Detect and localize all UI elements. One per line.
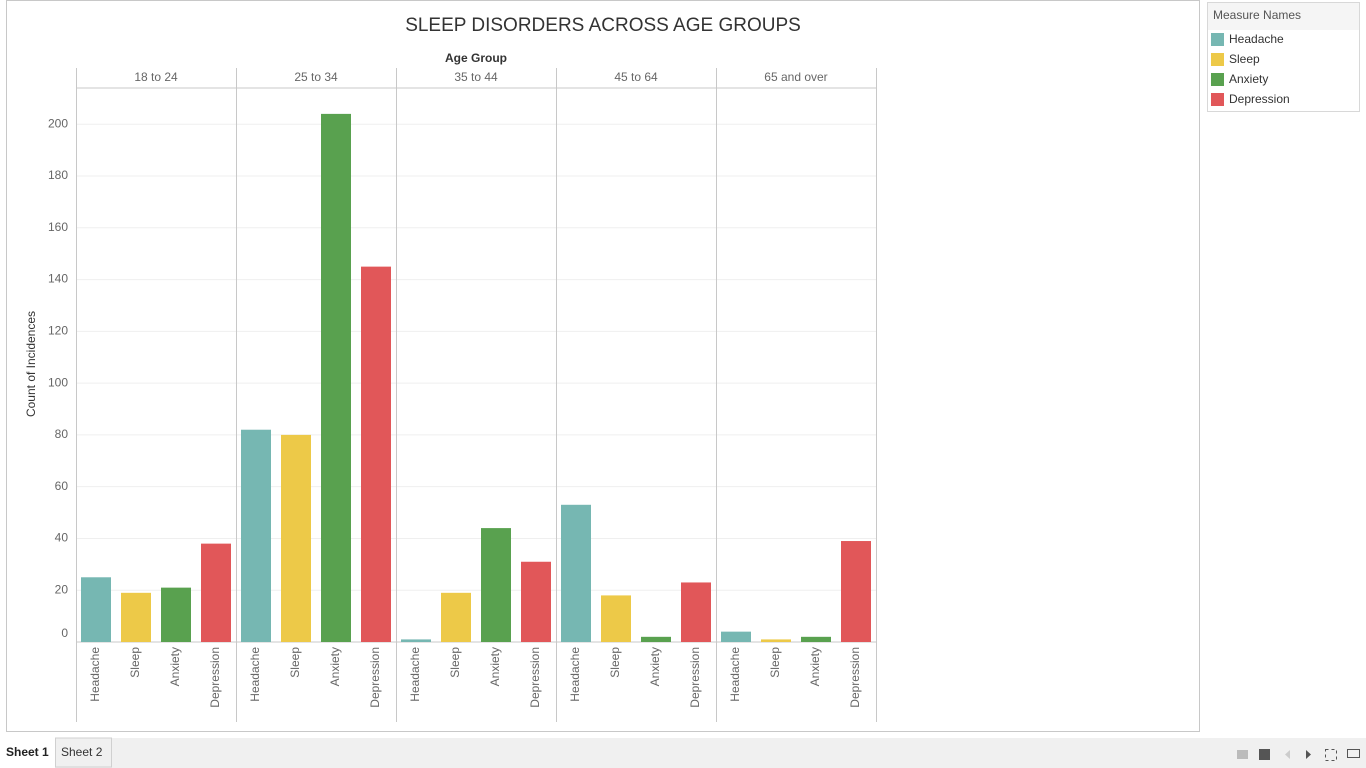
legend-label: Anxiety — [1229, 72, 1268, 86]
x-tick-label: Anxiety — [808, 647, 822, 686]
x-tick-label: Sleep — [128, 647, 142, 678]
tab[interactable] — [55, 737, 112, 768]
x-tick-label: Depression — [208, 647, 222, 708]
legend-swatch — [1211, 33, 1224, 46]
y-axis-title: Count of Incidences — [24, 311, 38, 417]
x-tick-label: Headache — [408, 647, 422, 702]
bar — [721, 631, 751, 642]
tab[interactable] — [0, 738, 55, 768]
icon[interactable] — [1347, 749, 1360, 758]
legend-swatch — [1211, 53, 1224, 66]
y-tick-label: 180 — [48, 168, 68, 182]
y-tick-label: 100 — [48, 375, 68, 389]
legend-label: Depression — [1229, 92, 1290, 106]
x-tick-label: Sleep — [608, 647, 622, 678]
y-tick-label: 140 — [48, 272, 68, 286]
x-tick-label: Sleep — [288, 647, 302, 678]
pane-header: 35 to 44 — [454, 70, 498, 84]
y-tick-label: 60 — [55, 479, 69, 493]
bar — [321, 113, 351, 643]
y-tick-label: 160 — [48, 220, 68, 234]
x-tick-label: Headache — [248, 647, 262, 702]
icon[interactable] — [1306, 750, 1311, 759]
bar — [401, 639, 431, 642]
icon[interactable] — [1285, 750, 1290, 759]
bar — [201, 543, 231, 642]
legend-header — [1208, 3, 1359, 30]
bar — [521, 561, 551, 642]
x-tick-label: Sleep — [768, 647, 782, 678]
icon[interactable] — [1237, 750, 1248, 759]
y-tick-label: 20 — [55, 582, 69, 596]
bar — [601, 595, 631, 642]
x-tick-label: Sleep — [448, 647, 462, 678]
legend-label: Sleep — [1229, 52, 1260, 66]
bar — [641, 636, 671, 642]
bar — [761, 639, 791, 642]
x-tick-label: Depression — [688, 647, 702, 708]
bar — [561, 504, 591, 642]
y-tick-label: 40 — [55, 531, 69, 545]
legend-label: Headache — [1229, 32, 1284, 46]
x-tick-label: Anxiety — [328, 647, 342, 686]
pane-header: 25 to 34 — [294, 70, 338, 84]
y-tick-label: 0 — [61, 626, 68, 640]
x-tick-label: Depression — [848, 647, 862, 708]
legend-swatch — [1211, 93, 1224, 106]
bar — [81, 577, 111, 642]
x-tick-label: Anxiety — [168, 647, 182, 686]
x-tick-label: Headache — [88, 647, 102, 702]
x-tick-label: Depression — [528, 647, 542, 708]
chart-title: SLEEP DISORDERS ACROSS AGE GROUPS — [405, 15, 801, 36]
icon[interactable] — [1325, 749, 1337, 761]
pane-header: 65 and over — [764, 70, 827, 84]
y-tick-label: 120 — [48, 324, 68, 338]
bar — [161, 587, 191, 642]
bar — [841, 541, 871, 642]
bar — [121, 592, 151, 642]
bar — [241, 429, 271, 642]
legend-swatch — [1211, 73, 1224, 86]
bar — [681, 582, 711, 642]
tab-label[interactable]: Sheet 1 — [6, 745, 49, 759]
y-tick-label: 200 — [48, 116, 68, 130]
y-tick-label: 80 — [55, 427, 69, 441]
x-tick-label: Headache — [728, 647, 742, 702]
x-tick-label: Anxiety — [648, 647, 662, 686]
pane-header: 18 to 24 — [134, 70, 178, 84]
icon[interactable] — [1259, 749, 1270, 760]
legend-title: Measure Names — [1213, 8, 1301, 22]
x-axis-title: Age Group — [445, 51, 507, 65]
bar — [441, 592, 471, 642]
x-tick-label: Depression — [368, 647, 382, 708]
tab-bar — [0, 738, 1366, 768]
x-tick-label: Anxiety — [488, 647, 502, 686]
bar — [361, 266, 391, 642]
pane-header: 45 to 64 — [614, 70, 658, 84]
bar — [281, 434, 311, 642]
tab-label[interactable]: Sheet 2 — [61, 745, 103, 759]
bar — [481, 528, 511, 642]
x-tick-label: Headache — [568, 647, 582, 702]
bar — [801, 636, 831, 642]
toolbar-icons — [1237, 749, 1360, 761]
